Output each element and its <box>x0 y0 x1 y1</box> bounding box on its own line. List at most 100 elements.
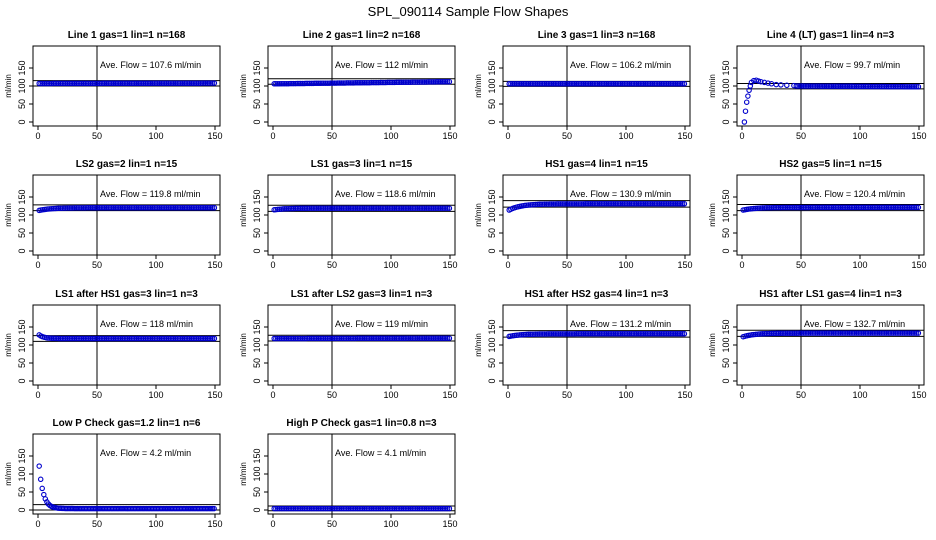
data-point <box>413 205 419 211</box>
data-point <box>78 205 85 211</box>
data-point <box>167 205 173 211</box>
data-point <box>603 201 610 207</box>
data-point <box>283 80 290 87</box>
data-point <box>379 205 385 211</box>
data-point <box>107 205 113 211</box>
data-point <box>160 335 166 342</box>
data-point <box>625 201 631 207</box>
data-point <box>375 79 382 86</box>
data-point <box>416 205 423 211</box>
data-point <box>439 79 446 85</box>
data-point <box>850 83 856 90</box>
data-point <box>529 331 535 337</box>
data-point <box>859 83 865 90</box>
data-point <box>616 81 622 87</box>
data-point <box>903 83 909 90</box>
data-point <box>802 204 808 211</box>
data-point <box>398 505 405 512</box>
data-point <box>663 201 670 207</box>
data-point <box>193 205 200 211</box>
data-point <box>798 204 805 211</box>
data-point <box>814 204 821 211</box>
data-point <box>772 330 778 337</box>
data-point <box>195 80 202 86</box>
data-point <box>913 204 920 211</box>
data-point <box>797 204 803 211</box>
data-point <box>784 330 791 336</box>
data-point <box>208 205 214 211</box>
data-point <box>897 204 904 211</box>
data-point <box>398 205 405 211</box>
data-point <box>328 335 334 342</box>
data-point <box>287 505 293 512</box>
data-point <box>446 505 453 512</box>
data-point <box>772 204 778 211</box>
data-point <box>823 330 830 336</box>
data-point <box>628 201 635 207</box>
data-point <box>374 79 380 86</box>
data-point <box>195 335 202 342</box>
data-point <box>390 79 396 86</box>
data-point <box>529 201 535 208</box>
data-point <box>351 205 357 211</box>
data-point <box>404 335 410 341</box>
data-point <box>151 335 157 342</box>
data-point <box>93 80 99 87</box>
data-points <box>271 335 453 342</box>
y-axis-label: ml/min <box>239 333 248 357</box>
data-point <box>89 80 96 87</box>
x-tick-label: 50 <box>92 519 102 529</box>
data-point <box>587 201 594 207</box>
data-point <box>324 80 331 86</box>
data-point <box>589 331 596 337</box>
data-point <box>617 81 624 87</box>
data-point <box>55 335 62 342</box>
data-point <box>209 205 216 211</box>
data-point <box>287 335 293 342</box>
data-point <box>324 505 331 512</box>
data-point <box>405 79 412 85</box>
data-points <box>36 463 217 512</box>
data-point <box>532 201 539 208</box>
data-point <box>885 330 892 336</box>
plot-title: Line 3 gas=1 lin=3 n=168 <box>538 30 656 41</box>
data-point <box>114 205 120 211</box>
data-point <box>669 331 675 337</box>
data-point <box>340 335 346 342</box>
data-point <box>61 80 67 87</box>
x-tick-label: 150 <box>911 260 926 270</box>
y-tick-label: 150 <box>487 319 497 334</box>
y-axis-label: ml/min <box>239 462 248 486</box>
data-point <box>439 505 446 512</box>
data-point <box>896 204 902 211</box>
data-point <box>285 335 292 342</box>
average-flow-annotation: Ave. Flow = 130.9 ml/min <box>570 189 671 199</box>
data-point <box>289 505 295 512</box>
data-point <box>605 331 612 337</box>
data-point <box>359 205 366 211</box>
data-point <box>432 505 439 512</box>
data-point <box>594 331 601 337</box>
data-point <box>158 80 165 86</box>
x-tick-label: 50 <box>92 390 102 400</box>
plot-frame <box>32 433 221 515</box>
data-point <box>344 205 350 211</box>
data-point <box>878 204 884 211</box>
data-point <box>87 80 94 87</box>
data-point <box>766 204 773 211</box>
data-point <box>66 335 73 342</box>
plot-frame <box>267 174 456 256</box>
data-point <box>66 80 73 87</box>
data-point <box>671 201 677 207</box>
data-point <box>598 201 604 207</box>
data-point <box>897 330 904 336</box>
data-point <box>98 205 104 211</box>
data-point <box>39 80 46 87</box>
data-point <box>112 80 119 87</box>
data-point <box>155 80 161 86</box>
data-point <box>319 505 325 512</box>
data-point <box>619 201 626 207</box>
data-point <box>436 79 442 85</box>
data-point <box>662 331 668 337</box>
x-tick-label: 0 <box>739 390 744 400</box>
